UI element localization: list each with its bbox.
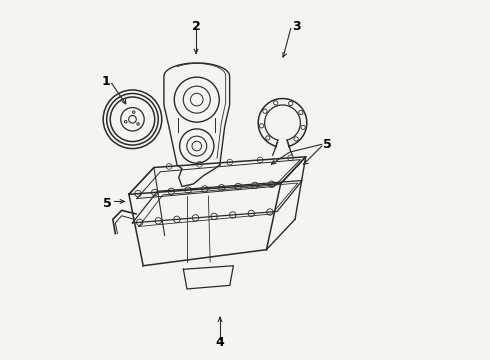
Text: 5: 5 [323,138,332,151]
Text: 3: 3 [292,20,300,33]
Text: 5: 5 [103,197,112,210]
Text: 4: 4 [216,336,224,349]
Text: 1: 1 [101,75,110,88]
Text: 2: 2 [192,20,200,33]
